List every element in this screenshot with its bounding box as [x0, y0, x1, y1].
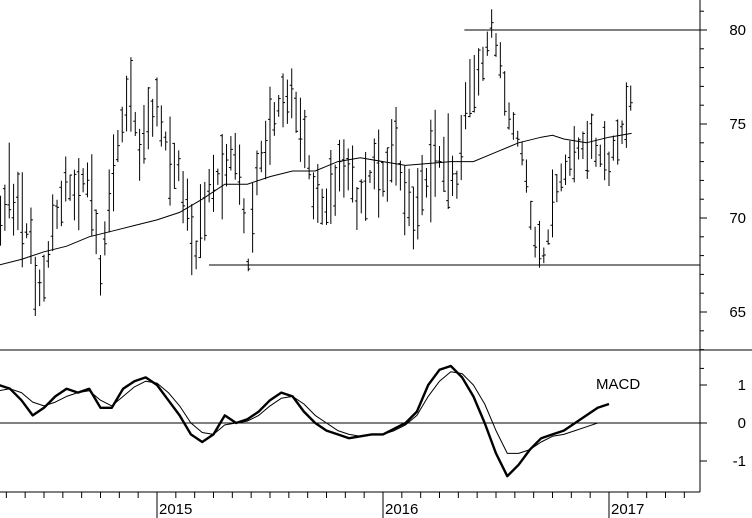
- price-y-tick-label: 80: [729, 22, 746, 39]
- x-year-label: 2015: [159, 501, 192, 518]
- x-year-label: 2017: [611, 501, 644, 518]
- price-y-tick-label: 65: [729, 304, 746, 321]
- moving-average-line: [0, 132, 632, 266]
- price-panel: [0, 9, 700, 317]
- macd-y-tick-label: 1: [738, 377, 746, 394]
- macd-y-tick-label: 0: [738, 415, 746, 432]
- macd-panel: [0, 364, 700, 478]
- macd-y-tick-label: -1: [733, 453, 746, 470]
- price-y-tick-label: 70: [729, 210, 746, 227]
- x-year-label: 2016: [385, 501, 418, 518]
- signal-line: [0, 371, 598, 454]
- macd-line: [0, 364, 610, 478]
- price-y-tick-label: 75: [729, 116, 746, 133]
- macd-title: MACD: [596, 376, 640, 393]
